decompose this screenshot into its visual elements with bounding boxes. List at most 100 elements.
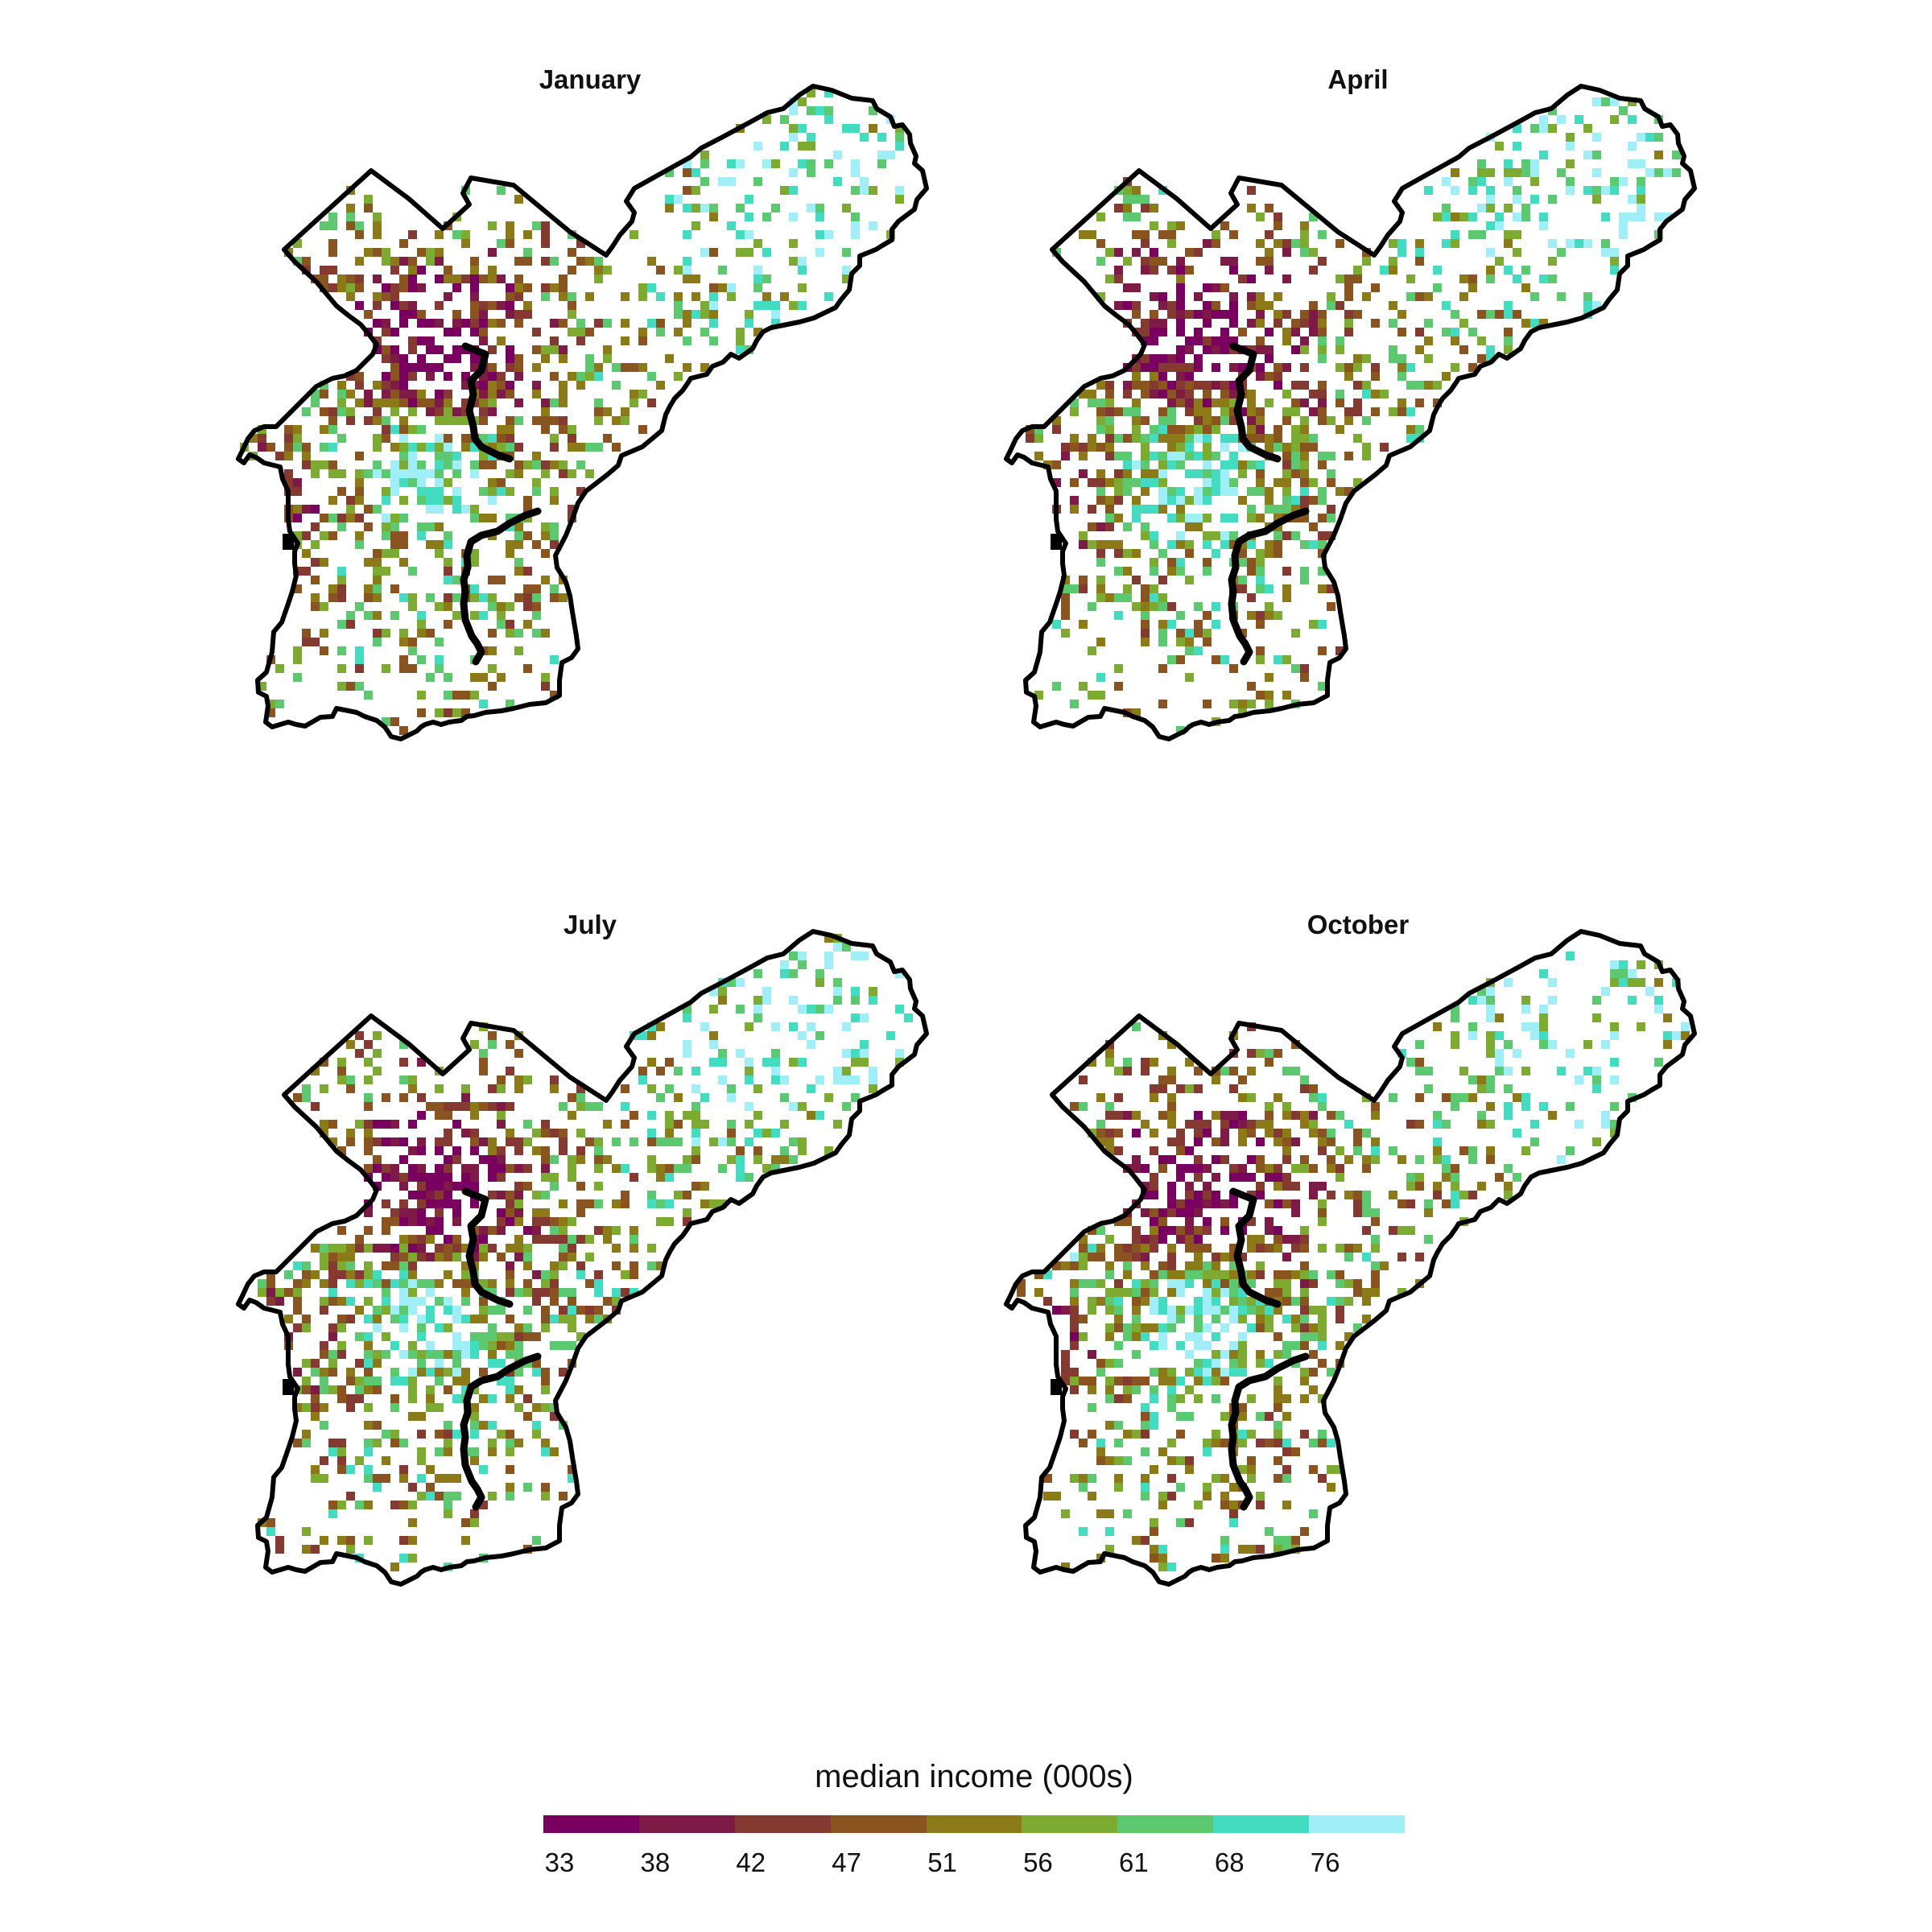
income-cell [1256, 691, 1265, 700]
income-cell [470, 1146, 479, 1155]
income-cell [1247, 1270, 1256, 1279]
income-cell [1052, 1261, 1061, 1270]
income-cell [1070, 505, 1079, 514]
income-cell [320, 1244, 328, 1253]
income-cell [1300, 1111, 1309, 1120]
income-cell [1176, 1288, 1185, 1297]
income-cell [559, 460, 568, 469]
income-cell [789, 1058, 798, 1067]
income-cell [293, 487, 302, 496]
income-cell [1212, 1439, 1220, 1447]
income-cell [1061, 629, 1070, 638]
income-cell [1344, 1279, 1353, 1288]
income-cell [497, 372, 506, 381]
income-cell [497, 602, 506, 611]
income-cell [1176, 540, 1185, 549]
income-cell [1389, 354, 1397, 363]
income-cell [550, 1235, 559, 1244]
income-cell [364, 522, 373, 531]
income-cell [541, 345, 550, 354]
income-cell [1344, 1155, 1353, 1164]
income-cell [1442, 213, 1451, 221]
income-cell [1318, 682, 1327, 691]
income-cell [1353, 1129, 1362, 1137]
income-cell [532, 1208, 541, 1217]
income-cell [1203, 1323, 1212, 1332]
income-cell [479, 1315, 488, 1323]
income-cell [390, 257, 399, 266]
income-cell [1114, 540, 1123, 549]
income-cell [1397, 328, 1406, 336]
income-cell [851, 996, 860, 1005]
income-cell [550, 1447, 559, 1456]
income-cell [1150, 1191, 1158, 1199]
income-cell [293, 1279, 302, 1288]
income-cell [656, 319, 665, 328]
income-cell [1513, 186, 1521, 195]
income-cell [382, 664, 390, 673]
income-cell [444, 1244, 452, 1253]
income-cell [807, 168, 815, 177]
income-cell [665, 168, 674, 177]
income-cell [550, 416, 559, 425]
income-cell [1504, 1102, 1513, 1111]
income-cell [435, 1350, 444, 1359]
income-cell [1619, 978, 1628, 987]
income-cell [700, 1120, 709, 1129]
income-cell [559, 1199, 568, 1208]
income-cell [523, 620, 532, 629]
income-cell [1123, 1270, 1132, 1279]
income-cell [506, 602, 514, 611]
income-cell [523, 1075, 532, 1084]
income-cell [435, 452, 444, 460]
income-cell [1194, 620, 1203, 629]
income-cell [541, 1323, 550, 1332]
income-cell [1114, 1359, 1123, 1368]
income-cell [1504, 1164, 1513, 1173]
income-cell [514, 1323, 523, 1332]
income-cell [1229, 514, 1238, 522]
income-cell [506, 1439, 514, 1447]
income-cell [1052, 478, 1061, 487]
income-cell [1415, 239, 1424, 248]
income-cell [390, 487, 399, 496]
income-cell [408, 1554, 417, 1563]
income-cell [399, 1323, 408, 1332]
income-cell [1123, 204, 1132, 213]
income-cell [1132, 310, 1141, 319]
income-cell [1389, 319, 1397, 328]
income-cell [373, 505, 382, 514]
income-cell [1274, 1137, 1282, 1146]
income-cell [753, 1005, 762, 1013]
income-cell [541, 1385, 550, 1394]
income-cell [399, 1137, 408, 1146]
income-cell [745, 1120, 753, 1129]
income-cell [444, 416, 452, 425]
income-cell [1645, 168, 1654, 177]
income-cell [1610, 257, 1619, 266]
income-cell [1212, 478, 1220, 487]
income-cell [470, 292, 479, 301]
income-cell [1433, 1191, 1442, 1199]
income-cell [1397, 1226, 1406, 1235]
income-cell [568, 1306, 576, 1315]
income-cell [1415, 1040, 1424, 1049]
income-cell [1309, 1182, 1318, 1191]
income-cell [1141, 1279, 1150, 1288]
income-cell [1335, 1297, 1344, 1306]
income-cell [452, 1368, 461, 1377]
income-cell [435, 1226, 444, 1235]
income-cell [399, 319, 408, 328]
income-cell [1220, 336, 1229, 345]
income-cell [1256, 1155, 1265, 1164]
income-cell [647, 372, 656, 381]
income-cell [399, 726, 408, 735]
income-cell [1282, 1439, 1291, 1447]
island-marker [1051, 534, 1062, 550]
income-cell [1212, 1430, 1220, 1439]
income-cell [382, 522, 390, 531]
income-cell [1158, 354, 1167, 363]
income-cell [1088, 1058, 1096, 1067]
income-cell [1203, 638, 1212, 646]
income-cell [1105, 478, 1114, 487]
